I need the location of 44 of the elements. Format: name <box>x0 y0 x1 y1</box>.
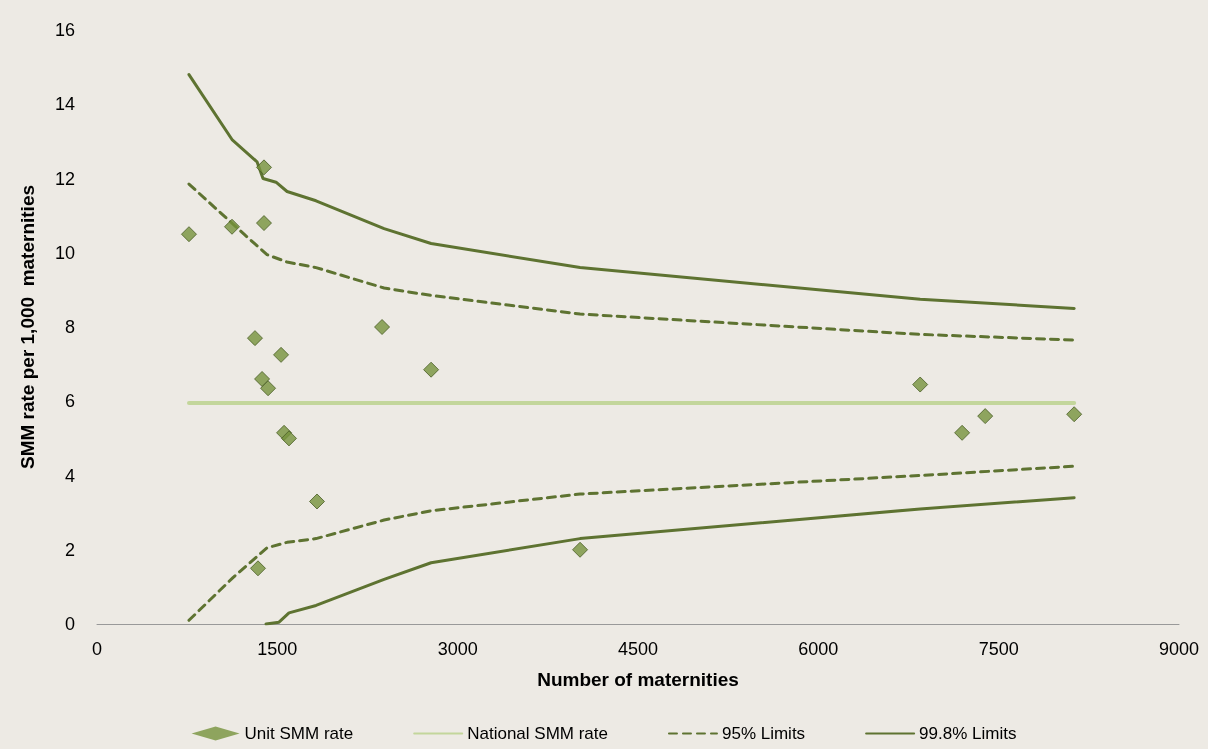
point <box>273 346 290 363</box>
point <box>255 159 272 176</box>
point <box>180 226 197 243</box>
line-series <box>264 496 1076 626</box>
y-axis-title: SMM rate per 1,000 maternities <box>17 184 38 470</box>
point <box>255 215 272 232</box>
y-tick-label: 10 <box>54 242 75 263</box>
x-tick-label: 9000 <box>1158 639 1200 659</box>
x-axis-title: Number of maternities <box>537 669 739 690</box>
x-tick-label: 1500 <box>257 639 298 659</box>
legend-label: Unit SMM rate <box>244 724 354 743</box>
y-tick-label: 6 <box>64 391 75 412</box>
point <box>954 424 971 441</box>
point <box>912 376 929 393</box>
point <box>309 493 326 510</box>
point <box>224 218 241 235</box>
point <box>977 408 994 425</box>
x-tick-label: 3000 <box>437 639 478 659</box>
x-tick-label: 4500 <box>617 639 659 659</box>
point <box>280 430 297 447</box>
legend-label: National SMM rate <box>467 724 608 743</box>
y-tick-label: 8 <box>64 317 75 337</box>
point <box>1066 406 1083 423</box>
y-tick-label: 4 <box>64 465 75 486</box>
point <box>246 330 263 347</box>
y-tick-label: 16 <box>54 20 75 40</box>
x-tick-label: 0 <box>91 639 103 659</box>
point <box>254 370 271 387</box>
legend-label: 99.8% Limits <box>919 724 1017 743</box>
point <box>260 380 277 397</box>
line-series <box>187 73 1076 310</box>
point <box>423 361 440 378</box>
y-tick-label: 12 <box>54 168 75 189</box>
y-tick-label: 2 <box>64 539 75 560</box>
line-series <box>187 464 1076 622</box>
y-tick-label: 0 <box>64 614 75 634</box>
x-tick-label: 6000 <box>798 639 839 659</box>
line-series <box>187 182 1076 342</box>
point <box>572 541 589 558</box>
point <box>249 560 266 577</box>
y-tick-label: 14 <box>54 94 75 115</box>
point <box>374 319 391 335</box>
legend-label: 95% Limits <box>721 724 806 743</box>
x-tick-label: 7500 <box>978 639 1019 659</box>
